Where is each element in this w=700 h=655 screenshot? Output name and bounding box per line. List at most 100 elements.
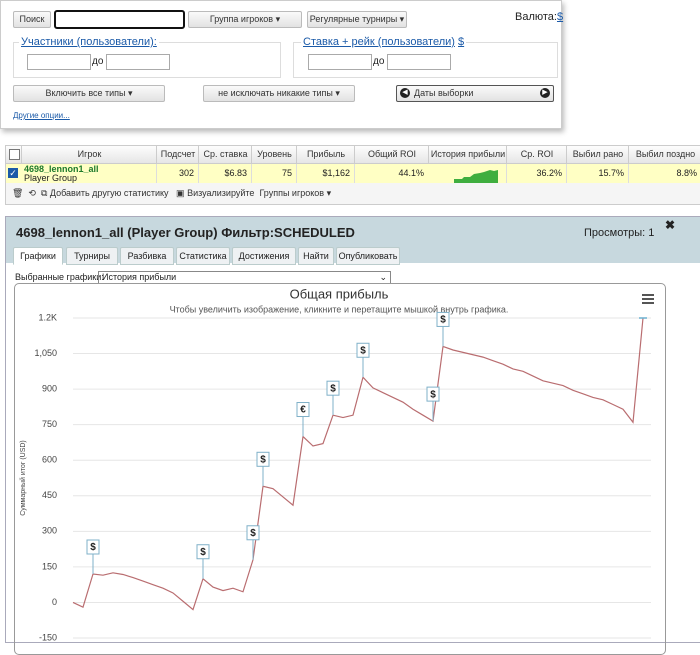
- y-tick-label: 1,050: [34, 348, 57, 358]
- label: Регулярные турниры: [309, 14, 398, 24]
- dates-picker[interactable]: ◀ Даты выборки ▶: [396, 85, 554, 102]
- prev-arrow[interactable]: ◀: [400, 88, 410, 98]
- max-input[interactable]: [106, 54, 170, 70]
- header[interactable]: Уровень: [251, 146, 297, 163]
- header[interactable]: Игрок: [21, 146, 157, 163]
- group-dropdown[interactable]: Группа игроков ▾: [188, 11, 302, 28]
- chart-subtitle: Чтобы увеличить изображение, кликните и …: [170, 304, 509, 314]
- stake-legend: Ставка + рейк (пользователи) $: [301, 36, 467, 48]
- player-group: Player Group: [24, 173, 78, 183]
- max-input[interactable]: [387, 54, 451, 70]
- y-tick-label: -150: [39, 632, 57, 641]
- groups[interactable]: Группы игроков: [259, 188, 325, 198]
- sparkline: [454, 170, 498, 183]
- more-options[interactable]: Другие опции...: [13, 111, 70, 120]
- y-tick-label: 0: [52, 597, 57, 607]
- flag-text: €: [300, 405, 306, 416]
- select-value: История прибыли: [102, 272, 177, 282]
- header[interactable]: История прибыли: [428, 146, 507, 163]
- flag: [426, 386, 440, 402]
- search-button[interactable]: Поиск: [13, 11, 51, 28]
- select-label: Выбранные графики:: [15, 272, 104, 282]
- flag-text: $: [250, 528, 256, 539]
- views: Просмотры: 1: [584, 227, 655, 239]
- currency-link[interactable]: $: [556, 11, 564, 23]
- label: Даты выборки: [414, 88, 474, 98]
- flag: [196, 544, 210, 560]
- cell: $6.83: [198, 164, 251, 183]
- chart-title: Общая прибыль: [290, 286, 389, 301]
- next-arrow[interactable]: ▶: [540, 88, 550, 98]
- stake-label[interactable]: Ставка + рейк (пользователи): [303, 36, 455, 48]
- header[interactable]: Общий ROI: [354, 146, 429, 163]
- checkbox[interactable]: [9, 149, 20, 160]
- flag-text: $: [200, 547, 206, 558]
- tabs: Графики Турниры Разбивка Статистика Дост…: [13, 247, 700, 265]
- tab[interactable]: Статистика: [176, 247, 230, 265]
- visualize[interactable]: Визуализируйте: [187, 188, 255, 198]
- chart-panel: 4698_lennon1_all (Player Group) Фильтр:S…: [5, 216, 700, 655]
- participants-label[interactable]: Участники (пользователи):: [19, 36, 159, 48]
- to-label: до: [92, 56, 104, 67]
- header[interactable]: Выбил рано: [566, 146, 629, 163]
- flag-text: $: [430, 389, 436, 400]
- checkbox[interactable]: ✓: [8, 168, 18, 178]
- y-tick-label: 450: [42, 490, 57, 500]
- stake-currency[interactable]: $: [458, 36, 465, 48]
- y-tick-label: 900: [42, 383, 57, 393]
- search-input[interactable]: [54, 10, 185, 29]
- label: Группа игроков: [209, 14, 274, 24]
- y-tick-label: 300: [42, 526, 57, 536]
- tab[interactable]: Опубликовать: [336, 247, 400, 265]
- tournament-dropdown[interactable]: Регулярные турниры ▾: [307, 11, 407, 28]
- header[interactable]: Прибыль: [296, 146, 355, 163]
- flag-text: $: [360, 345, 366, 356]
- flag: [326, 380, 340, 396]
- currency-label: Валюта:: [515, 11, 557, 23]
- y-tick-label: 150: [42, 561, 57, 571]
- flag: [86, 539, 100, 555]
- cell: 44.1%: [354, 164, 428, 183]
- flag: [246, 525, 260, 541]
- select-arrow: ⌄: [379, 272, 387, 282]
- player-cell: 4698_lennon1_all Player Group: [24, 165, 99, 183]
- min-input[interactable]: [27, 54, 91, 70]
- y-axis-label: Суммарный итог (USD): [19, 440, 27, 516]
- header[interactable]: Подсчет: [156, 146, 199, 163]
- include-types[interactable]: Включить все типы ▾: [13, 85, 165, 102]
- menu-icon[interactable]: [642, 294, 654, 304]
- data-row: ✓ 4698_lennon1_all Player Group 302 $6.83…: [6, 164, 700, 183]
- add-stat[interactable]: Добавить другую статистику: [49, 188, 169, 198]
- cell: 75: [251, 164, 296, 183]
- player-name[interactable]: 4698_lennon1_all: [24, 164, 99, 174]
- tab[interactable]: Разбивка: [120, 247, 174, 265]
- label: не исключать никакие типы: [218, 88, 333, 98]
- toolbar: 🗑 ⟲ ⧉ Добавить другую статистику ▣ Визуа…: [12, 188, 332, 198]
- y-tick-label: 750: [42, 419, 57, 429]
- flag: [436, 311, 450, 327]
- to-label: до: [373, 56, 385, 67]
- close-button[interactable]: ✖: [665, 218, 676, 232]
- flag: [356, 342, 370, 358]
- tab[interactable]: Найти: [298, 247, 334, 265]
- tab[interactable]: Достижения: [232, 247, 296, 265]
- y-tick-label: 600: [42, 455, 57, 465]
- min-input[interactable]: [308, 54, 372, 70]
- cell: 8.8%: [628, 164, 700, 183]
- flag: [256, 451, 270, 467]
- exclude-types[interactable]: не исключать никакие типы ▾: [203, 85, 355, 102]
- header[interactable]: Выбил поздно: [628, 146, 700, 163]
- tab[interactable]: Турниры: [66, 247, 118, 265]
- tab[interactable]: Графики: [13, 247, 63, 265]
- flag-text: $: [90, 542, 96, 553]
- currency: Валюта:$: [515, 11, 563, 23]
- header-row: Игрок Подсчет Ср. ставка Уровень Прибыль…: [6, 146, 700, 164]
- flag: [296, 402, 310, 418]
- filter-panel: Поиск Группа игроков ▾ Регулярные турнир…: [0, 0, 563, 129]
- cell: $1,162: [296, 164, 354, 183]
- flag-text: $: [260, 454, 266, 465]
- header[interactable]: Ср. ROI: [506, 146, 567, 163]
- cell: 302: [156, 164, 198, 183]
- header[interactable]: Ср. ставка: [198, 146, 252, 163]
- cell: 36.2%: [506, 164, 566, 183]
